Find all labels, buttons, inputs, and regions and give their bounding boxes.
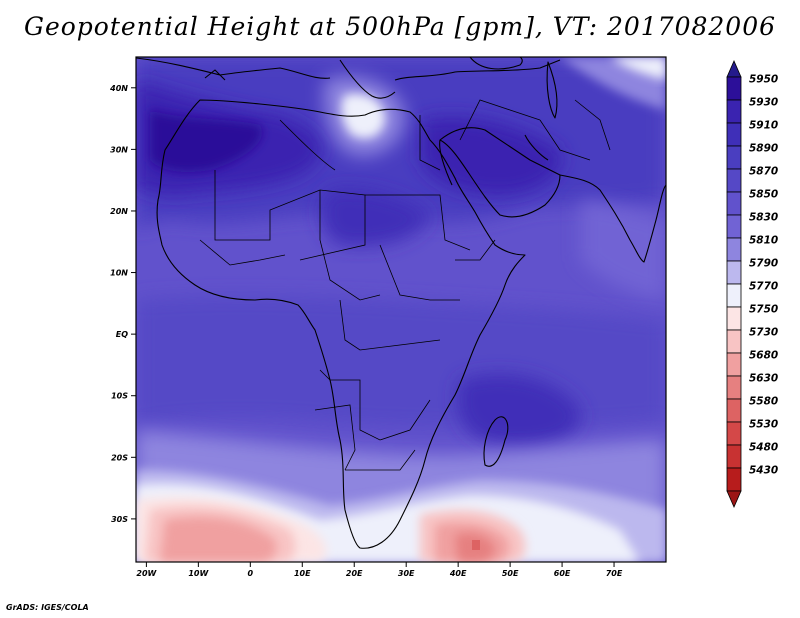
colorbar-swatch [726,306,742,331]
colorbar-legend: 5950 5930 5910 5890 5870 5850 5830 5810 5790 5770… [726,60,778,508]
colorbar-label: 5680 [749,350,778,362]
colorbar-label: 5810 [749,235,778,247]
colorbar-swatch [726,398,742,423]
colorbar-label: 5950 [749,74,778,86]
colorbar-swatch [726,191,742,216]
lat-tick-label: 30N [110,145,128,154]
lon-tick-label: 30E [398,569,415,578]
longitude-axis: 20W 10W 0 10E 20E 30E 40E 50E 60E 70E [136,562,623,578]
colorbar-label: 5850 [749,189,778,201]
colorbar-bottom-arrow [726,490,742,508]
colorbar-swatch [726,214,742,239]
map-frame [135,56,667,563]
colorbar-label: 5750 [749,304,778,316]
colorbar-swatch [726,421,742,446]
lon-tick-label: 50E [502,569,519,578]
lat-tick-label: 10N [110,269,128,278]
colorbar-top-arrow [726,60,742,78]
colorbar-label: 5580 [749,396,778,408]
lon-tick-label: 10W [188,569,209,578]
lat-tick-label: 10S [111,392,128,401]
lon-tick-label: 20W [136,569,157,578]
colorbar-swatch [726,467,742,492]
colorbar-swatch [726,329,742,354]
colorbar-label: 5430 [749,465,778,477]
colorbar-label: 5790 [749,258,778,270]
colorbar-swatch [726,145,742,170]
colorbar-swatch [726,99,742,124]
colorbar-label: 5910 [749,120,778,132]
lat-tick-label: EQ [116,330,128,339]
colorbar-label: 5870 [749,166,778,178]
colorbar-swatch [726,237,742,262]
colorbar-label: 5630 [749,373,778,385]
colorbar-label: 5730 [749,327,778,339]
lon-tick-label: 20E [346,569,363,578]
colorbar-label: 5770 [749,281,778,293]
colorbar-label: 5890 [749,143,778,155]
colorbar-label: 5530 [749,419,778,431]
lat-tick-label: 30S [111,515,128,524]
lat-tick-label: 20N [110,207,128,216]
country-borders [199,99,611,471]
colorbar-label: 5930 [749,97,778,109]
colorbar-label: 5480 [749,442,778,454]
lon-tick-label: 0 [248,569,254,578]
colorbar-swatch [726,168,742,193]
grads-credit: GrADS: IGES/COLA [6,603,89,612]
colorbar-swatch [726,260,742,285]
colorbar-swatch [726,444,742,469]
colorbar-label: 5830 [749,212,778,224]
lat-tick-label: 20S [111,453,128,462]
chart-title: Geopotential Height at 500hPa [gpm], VT:… [23,12,777,41]
colorbar-swatch [726,122,742,147]
lon-tick-label: 10E [294,569,311,578]
height-field [136,57,666,562]
colorbar-swatch [726,352,742,377]
colorbar-swatch [726,283,742,308]
coastlines [136,57,666,549]
latitude-axis: 40N 30N 20N 10N EQ 10S 20S 30S [109,84,136,524]
lon-tick-label: 40E [449,569,467,578]
lon-tick-label: 60E [554,569,571,578]
colorbar-swatch [726,375,742,400]
lon-tick-label: 70E [606,569,623,578]
colorbar-swatch [726,76,742,101]
lat-tick-label: 40N [109,84,128,93]
